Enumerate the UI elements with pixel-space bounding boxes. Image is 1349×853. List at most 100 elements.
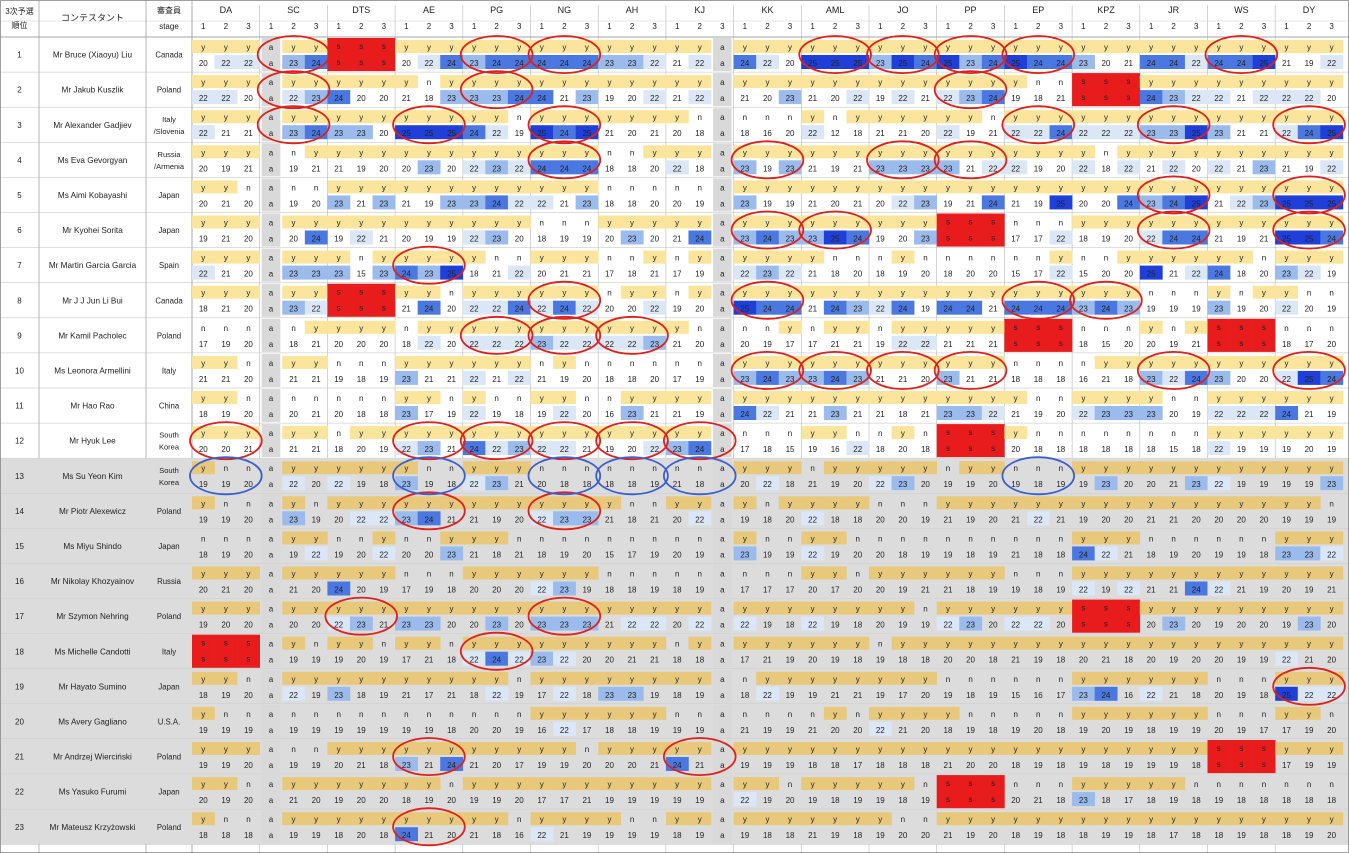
- vote-mark: a: [269, 324, 274, 333]
- score-value: 24: [763, 235, 772, 244]
- score-value: 19: [966, 480, 975, 489]
- vote-mark: y: [314, 359, 318, 368]
- score-value: 24: [1169, 235, 1178, 244]
- vote-mark: y: [1194, 43, 1198, 52]
- score-value: 20: [244, 199, 253, 208]
- score-value: a: [720, 410, 725, 419]
- vote-mark: n: [517, 394, 521, 403]
- score-value: 19: [763, 340, 772, 349]
- stage-number: 3: [720, 22, 725, 31]
- red-circle-mark: [1136, 210, 1211, 250]
- stage-number: 2: [1307, 22, 1312, 31]
- vote-mark: a: [720, 43, 725, 52]
- score-value: 19: [1169, 550, 1178, 559]
- vote-mark: n: [1239, 534, 1243, 543]
- score-value: 21: [1282, 59, 1291, 68]
- score-value: 19: [424, 480, 433, 489]
- score-value: 20: [831, 94, 840, 103]
- score-value: 19: [221, 691, 230, 700]
- stage-number: 1: [269, 22, 274, 31]
- country-cell: Korea: [159, 478, 180, 487]
- vote-mark: y: [472, 254, 476, 263]
- score-value: 22: [1079, 410, 1088, 419]
- vote-mark: y: [337, 113, 341, 122]
- judge-name-ws: WS: [1234, 5, 1249, 15]
- score-value: 19: [1169, 656, 1178, 665]
- vote-mark: a: [720, 219, 725, 228]
- vote-mark: y: [1262, 78, 1266, 87]
- score-value: 19: [1237, 480, 1246, 489]
- vote-mark: y: [788, 289, 792, 298]
- vote-mark: n: [1262, 675, 1266, 684]
- vote-mark: y: [1330, 675, 1334, 684]
- score-value: 19: [1034, 199, 1043, 208]
- vote-mark: y: [517, 78, 521, 87]
- score-value: 23: [786, 94, 795, 103]
- score-value: 22: [515, 164, 524, 173]
- vote-mark: n: [1081, 324, 1085, 333]
- score-value: 22: [628, 340, 637, 349]
- country-cell: China: [159, 402, 180, 411]
- score-value: 22: [1282, 656, 1291, 665]
- vote-mark: n: [765, 324, 769, 333]
- vote-mark: y: [1059, 113, 1063, 122]
- score-value: 18: [447, 480, 456, 489]
- vote-mark: y: [698, 640, 702, 649]
- score-value: 21: [898, 726, 907, 735]
- vote-mark: a: [269, 429, 274, 438]
- vote-mark: y: [472, 394, 476, 403]
- vote-mark: y: [1104, 780, 1108, 789]
- vote-mark: y: [337, 640, 341, 649]
- score-value: 19: [424, 235, 433, 244]
- vote-mark: n: [1284, 324, 1288, 333]
- vote-mark: n: [698, 710, 702, 719]
- vote-mark: y: [1172, 43, 1176, 52]
- score-value: 17: [673, 375, 682, 384]
- vote-mark: y: [224, 183, 228, 192]
- vote-mark: y: [1262, 219, 1266, 228]
- score-value: 20: [831, 199, 840, 208]
- vote-mark: y: [698, 815, 702, 824]
- vote-mark: y: [901, 570, 905, 579]
- score-value: 20: [989, 621, 998, 630]
- vote-mark: y: [946, 605, 950, 614]
- vote-mark: y: [246, 254, 250, 263]
- vote-mark: y: [359, 815, 363, 824]
- vote-mark: y: [969, 289, 973, 298]
- score-value: 22: [1214, 164, 1223, 173]
- score-value: 22: [808, 621, 817, 630]
- score-value: 19: [334, 235, 343, 244]
- vote-mark: y: [675, 745, 679, 754]
- vote-mark: n: [246, 815, 250, 824]
- vote-mark: n: [427, 710, 431, 719]
- score-value: 21: [537, 375, 546, 384]
- score-value: 19: [763, 621, 772, 630]
- score-value: 19: [1101, 586, 1110, 595]
- vote-mark: y: [630, 605, 634, 614]
- vote-mark: y: [878, 183, 882, 192]
- vote-mark: y: [1127, 219, 1131, 228]
- score-value: 17: [808, 340, 817, 349]
- score-value: 21: [853, 691, 862, 700]
- vote-mark: y: [1149, 780, 1153, 789]
- score-value: 22: [515, 656, 524, 665]
- excluded-mark: s: [1239, 760, 1243, 769]
- vote-mark: y: [562, 429, 566, 438]
- score-value: 20: [1305, 445, 1314, 454]
- score-value: 18: [786, 831, 795, 840]
- score-value: 20: [853, 270, 862, 279]
- vote-mark: y: [1149, 43, 1153, 52]
- vote-mark: y: [1330, 429, 1334, 438]
- vote-mark: y: [969, 640, 973, 649]
- score-value: 19: [447, 235, 456, 244]
- score-value: 21: [944, 515, 953, 524]
- excluded-cell: [1094, 73, 1118, 107]
- vote-mark: y: [292, 675, 296, 684]
- vote-mark: y: [585, 780, 589, 789]
- vote-mark: y: [517, 289, 521, 298]
- vote-mark: y: [1104, 359, 1108, 368]
- score-value: 24: [763, 305, 772, 314]
- score-value: 22: [1305, 691, 1314, 700]
- vote-mark: y: [1149, 640, 1153, 649]
- vote-mark: y: [359, 675, 363, 684]
